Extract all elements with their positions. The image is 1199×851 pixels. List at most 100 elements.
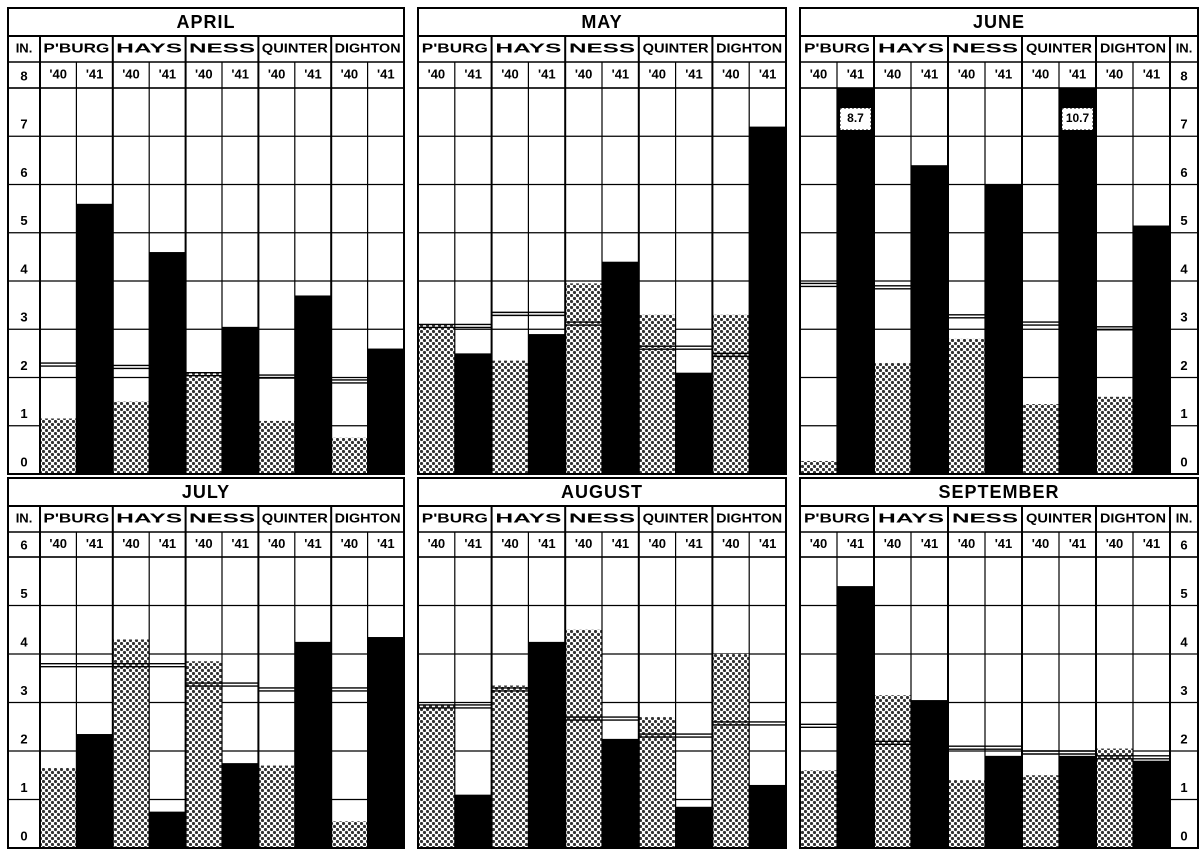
bar [258, 765, 295, 848]
bar [1059, 88, 1096, 474]
year-label: '40 [810, 536, 828, 551]
y-tick-label: 7 [20, 117, 27, 132]
bar [874, 695, 911, 848]
station-label: QUINTER [643, 510, 710, 525]
bar [367, 348, 404, 474]
y-tick-label: 1 [1180, 780, 1187, 795]
y-tick-label: 5 [1180, 586, 1187, 601]
year-label: '41 [464, 66, 482, 81]
y-tick-label: 2 [1180, 358, 1187, 373]
year-label: '41 [159, 536, 177, 551]
station-label: NESS [952, 40, 1019, 55]
panel-title: APRIL [177, 12, 236, 32]
y-tick-label: 2 [20, 358, 27, 373]
station-label: DIGHTON [716, 510, 782, 525]
station-label: HAYS [878, 510, 945, 525]
bar [749, 784, 786, 848]
value-label-box [1061, 107, 1094, 131]
year-label: '41 [685, 536, 703, 551]
y-axis-label: IN. [1176, 510, 1193, 525]
year-label: '40 [122, 536, 140, 551]
bar [749, 126, 786, 474]
bar [874, 363, 911, 474]
station-label: DIGHTON [1100, 510, 1166, 525]
year-label: '40 [428, 66, 446, 81]
bar [837, 586, 874, 848]
station-label: P'BURG [43, 510, 109, 525]
panel-frame [799, 7, 1199, 475]
bar [491, 360, 529, 474]
year-label: '40 [1106, 66, 1124, 81]
station-label: NESS [569, 40, 636, 55]
station-label: NESS [952, 510, 1019, 525]
station-label: HAYS [495, 40, 562, 55]
year-label: '40 [49, 536, 67, 551]
value-label: 10.7 [1066, 111, 1090, 125]
station-label: QUINTER [262, 510, 329, 525]
year-label: '40 [268, 66, 286, 81]
year-label: '41 [538, 536, 556, 551]
y-tick-label: 3 [1180, 310, 1187, 325]
bar [222, 763, 259, 848]
bar [837, 88, 874, 474]
bar [76, 203, 113, 474]
y-tick-label: 5 [20, 213, 27, 228]
year-label: '40 [958, 536, 976, 551]
y-tick-label: 0 [1180, 828, 1187, 843]
y-tick-label: 6 [20, 165, 27, 180]
y-tick-label: 3 [20, 683, 27, 698]
bar [185, 661, 222, 848]
station-label: P'BURG [422, 510, 488, 525]
y-tick-label: 3 [20, 310, 27, 325]
panel-title: MAY [581, 12, 622, 32]
year-label: '41 [86, 536, 104, 551]
year-label: '40 [884, 536, 902, 551]
y-tick-label: 3 [1180, 683, 1187, 698]
year-label: '41 [159, 66, 177, 81]
year-label: '41 [304, 66, 322, 81]
y-tick-label: 8 [20, 68, 27, 83]
bar [675, 372, 713, 474]
bar [185, 372, 222, 474]
bar [602, 738, 639, 848]
panel-frame [799, 477, 1199, 849]
y-tick-label: 0 [20, 828, 27, 843]
year-label: '41 [612, 66, 630, 81]
bar [112, 639, 150, 848]
bar [638, 314, 676, 474]
y-tick-label: 1 [1180, 406, 1187, 421]
bar [331, 437, 368, 474]
bar [638, 717, 676, 848]
bar [985, 184, 1022, 474]
year-label: '41 [759, 536, 777, 551]
year-label: '41 [1143, 66, 1161, 81]
station-label: QUINTER [262, 40, 329, 55]
bar [1096, 748, 1133, 848]
station-label: NESS [189, 510, 256, 525]
year-label: '40 [195, 66, 213, 81]
station-label: HAYS [878, 40, 945, 55]
panel-title: SEPTEMBER [938, 482, 1059, 502]
bar [1022, 404, 1059, 474]
year-label: '40 [341, 66, 359, 81]
year-label: '41 [921, 536, 939, 551]
bar [418, 704, 455, 848]
year-label: '41 [847, 536, 865, 551]
y-tick-label: 0 [1180, 454, 1187, 469]
year-label: '41 [231, 66, 249, 81]
station-label: QUINTER [1026, 40, 1093, 55]
bar [948, 338, 985, 474]
station-label: P'BURG [804, 510, 870, 525]
year-label: '41 [304, 536, 322, 551]
station-label: DIGHTON [335, 510, 401, 525]
year-label: '41 [1069, 536, 1087, 551]
y-tick-label: 5 [1180, 213, 1187, 228]
bar [565, 283, 602, 474]
bar [454, 353, 492, 474]
bar [985, 755, 1022, 848]
station-label: HAYS [116, 510, 183, 525]
station-label: P'BURG [422, 40, 488, 55]
bar [800, 460, 837, 474]
bar [675, 806, 713, 848]
